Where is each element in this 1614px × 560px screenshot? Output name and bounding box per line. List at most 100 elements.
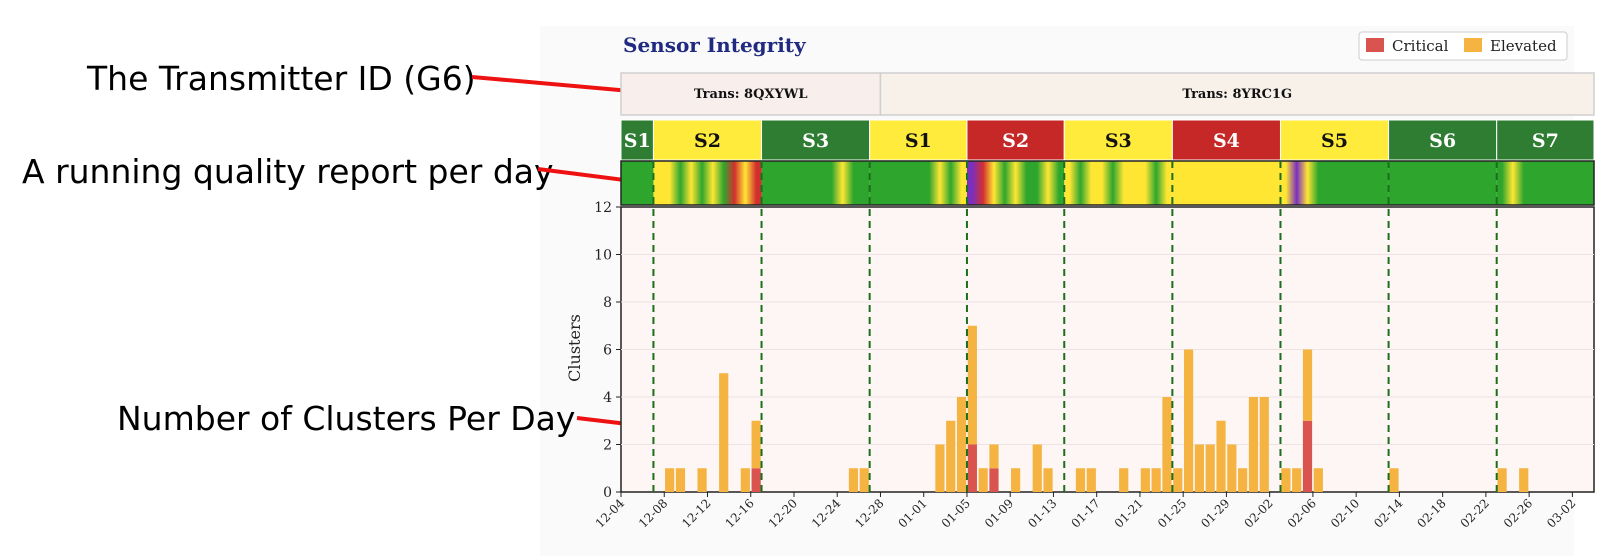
bar-elevated <box>1259 397 1269 492</box>
y-tick-label: 2 <box>603 438 612 454</box>
session-label: S4 <box>1213 130 1240 152</box>
session-label: S3 <box>1105 130 1132 152</box>
bar-elevated <box>1011 468 1021 492</box>
legend-label-elevated: Elevated <box>1490 37 1557 55</box>
chart-title: Sensor Integrity <box>623 33 807 57</box>
bar-elevated <box>1043 468 1053 492</box>
quality-strip <box>761 161 870 205</box>
session-segment <box>869 119 968 161</box>
session-label: S1 <box>905 130 932 152</box>
bar-critical <box>989 468 999 492</box>
bar-elevated <box>1173 468 1183 492</box>
transmitter-box <box>879 72 1595 116</box>
bar-elevated <box>665 468 675 492</box>
bar-elevated <box>1162 397 1172 492</box>
y-axis: 0 2 4 6 8 10 12 <box>594 200 621 501</box>
bar-elevated <box>1389 468 1399 492</box>
quality-strip <box>653 161 762 205</box>
y-axis-label: Clusters <box>565 314 584 382</box>
bar-elevated <box>1313 468 1323 492</box>
session-segment <box>620 119 654 161</box>
y-tick-label: 8 <box>603 295 612 311</box>
legend-label-critical: Critical <box>1392 37 1449 55</box>
quality-strip <box>1388 161 1497 205</box>
quality-strip <box>1280 161 1389 205</box>
annotation-clusters: Number of Clusters Per Day <box>117 399 575 438</box>
y-tick-label: 12 <box>594 200 612 216</box>
legend-box <box>1358 31 1568 61</box>
bar-elevated <box>935 444 945 492</box>
session-label: S1 <box>624 130 651 152</box>
session-segment <box>1496 119 1595 161</box>
bar-elevated <box>1086 468 1096 492</box>
session-label: S2 <box>694 130 721 152</box>
bar-elevated <box>1238 468 1248 492</box>
session-segment <box>1063 119 1173 161</box>
bar-elevated <box>967 325 977 445</box>
bar-elevated <box>1519 468 1529 492</box>
bar-elevated <box>1151 468 1161 492</box>
bar-elevated <box>1248 397 1259 492</box>
legend-swatch-elevated <box>1464 38 1482 52</box>
bar-elevated <box>719 373 729 492</box>
bar-elevated <box>1292 468 1302 492</box>
bar-elevated <box>848 468 859 492</box>
legend: Critical Elevated <box>1358 31 1568 61</box>
bar-elevated <box>1075 468 1086 492</box>
quality-band-frame <box>620 160 1595 206</box>
y-tick-label: 4 <box>603 390 612 406</box>
annotation-transmitter-id: The Transmitter ID (G6) <box>86 59 476 98</box>
session-label: S3 <box>802 130 829 152</box>
bar-elevated <box>859 468 869 492</box>
bar-elevated <box>1205 444 1215 492</box>
bar-elevated <box>1194 444 1204 492</box>
bar-elevated <box>1497 468 1507 492</box>
quality-strip <box>1064 161 1173 205</box>
bar-elevated <box>1302 349 1313 421</box>
bar-elevated <box>1216 420 1226 492</box>
quality-strip <box>966 161 1065 205</box>
transmitter-band: Trans: 8QXYWL Trans: 8YRC1G <box>620 72 1595 116</box>
session-label: S7 <box>1532 130 1559 152</box>
bar-elevated <box>1227 444 1237 492</box>
bar-critical <box>1302 420 1313 492</box>
bar-elevated <box>675 468 686 492</box>
transmitter-label: Trans: 8QXYWL <box>694 87 808 102</box>
plot-area <box>620 206 1595 493</box>
bar-elevated <box>956 397 967 492</box>
transmitter-label: Trans: 8YRC1G <box>1182 87 1292 102</box>
quality-strip <box>621 161 654 205</box>
session-segment <box>652 119 763 161</box>
session-segment <box>1388 119 1498 161</box>
y-tick-label: 0 <box>603 485 612 501</box>
bar-critical <box>967 444 977 492</box>
bar-elevated <box>1032 444 1042 492</box>
annotation-quality-report: A running quality report per day <box>22 152 554 191</box>
quality-band <box>620 160 1595 206</box>
session-segment <box>1171 119 1281 161</box>
bar-elevated <box>1140 468 1150 492</box>
session-segment <box>966 119 1065 161</box>
quality-strip <box>1172 161 1281 205</box>
bar-elevated <box>989 444 999 469</box>
bar-elevated <box>1281 468 1291 492</box>
bar-elevated <box>978 468 988 492</box>
bar-elevated <box>946 420 956 492</box>
bar-elevated <box>740 468 750 492</box>
bars <box>665 325 1529 492</box>
session-label: S6 <box>1429 130 1456 152</box>
bar-elevated <box>697 468 707 492</box>
sensor-session-band: S1 S2 S3 S1 S2 S3 S4 S5 S6 S7 <box>620 119 1595 161</box>
legend-swatch-critical <box>1366 38 1384 52</box>
bar-elevated <box>751 420 761 469</box>
y-tick-label: 6 <box>603 343 612 359</box>
quality-strip <box>1496 161 1594 205</box>
session-segment <box>761 119 871 161</box>
bar-elevated <box>1119 468 1129 492</box>
y-tick-label: 10 <box>594 248 612 264</box>
bar-critical <box>751 468 761 492</box>
bar-elevated <box>1183 349 1194 492</box>
quality-strip <box>869 161 967 205</box>
session-label: S2 <box>1002 130 1029 152</box>
